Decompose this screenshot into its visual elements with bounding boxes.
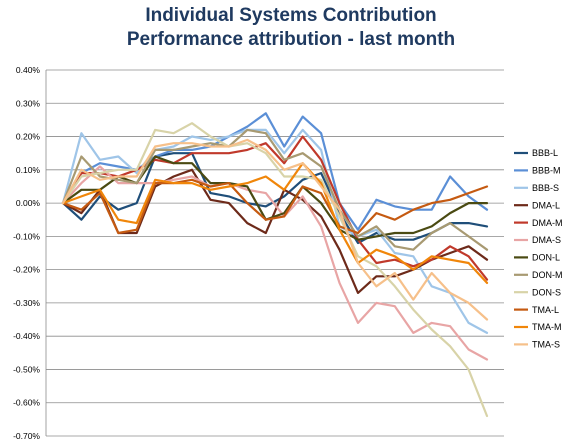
y-tick-label: -0.40% bbox=[13, 331, 40, 341]
series-line-don-s bbox=[61, 122, 489, 418]
y-tick-label: 0.20% bbox=[16, 132, 41, 142]
legend-label-tma-m: TMA-M bbox=[532, 322, 562, 332]
y-tick-label: 0.40% bbox=[16, 65, 41, 75]
legend-label-don-s: DON-S bbox=[532, 287, 561, 297]
y-tick-label: 0.30% bbox=[16, 98, 41, 108]
series-line-dma-m bbox=[61, 135, 489, 281]
series-lines bbox=[61, 112, 489, 418]
legend-label-tma-s: TMA-S bbox=[532, 340, 560, 350]
legend-label-don-m: DON-M bbox=[532, 270, 563, 280]
y-tick-label: -0.50% bbox=[13, 364, 40, 374]
chart-title-block: Individual Systems Contribution Performa… bbox=[0, 4, 582, 52]
legend-label-tma-l: TMA-L bbox=[532, 305, 559, 315]
gridlines bbox=[46, 69, 504, 437]
series-line-tma-s bbox=[61, 138, 489, 321]
legend-label-dma-l: DMA-L bbox=[532, 200, 560, 210]
series-line-tma-l bbox=[61, 178, 489, 235]
legend-label-don-l: DON-L bbox=[532, 253, 560, 263]
legend-label-bbb-m: BBB-M bbox=[532, 166, 561, 176]
y-tick-label: -0.10% bbox=[13, 231, 40, 241]
legend-label-bbb-l: BBB-L bbox=[532, 148, 558, 158]
y-tick-label: -0.70% bbox=[13, 431, 40, 441]
legend-label-dma-m: DMA-M bbox=[532, 218, 563, 228]
y-tick-label: 0.00% bbox=[16, 198, 41, 208]
series-line-don-m bbox=[61, 128, 489, 251]
y-tick-label: -0.60% bbox=[13, 398, 40, 408]
legend: BBB-L BBB-M BBB-S DMA-L DMA-M DMA-S DON-L DON-M… bbox=[514, 148, 563, 350]
y-tick-label: 0.10% bbox=[16, 165, 41, 175]
chart-subtitle: Performance attribution - last month bbox=[126, 29, 456, 50]
series-line-tma-m bbox=[61, 162, 489, 284]
series-line-bbb-l bbox=[61, 152, 489, 245]
y-tick-label: -0.20% bbox=[13, 265, 40, 275]
y-axis-ticks: 0.40% 0.30% 0.20% 0.10% 0.00% -0.10% -0.20% -0.… bbox=[13, 65, 40, 441]
legend-label-dma-s: DMA-S bbox=[532, 235, 561, 245]
y-tick-label: -0.30% bbox=[13, 298, 40, 308]
legend-label-bbb-s: BBB-S bbox=[532, 183, 559, 193]
chart-title: Individual Systems Contribution bbox=[145, 5, 437, 26]
